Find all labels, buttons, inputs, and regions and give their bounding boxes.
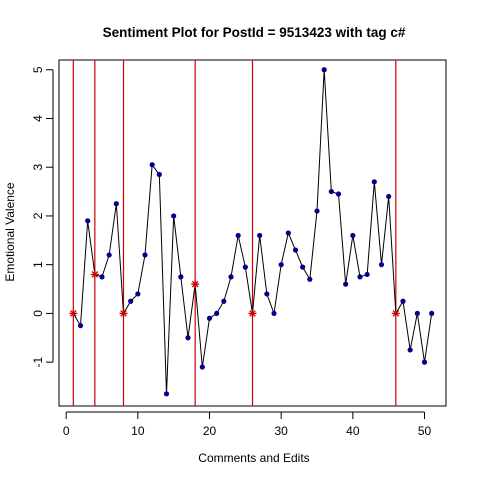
data-point	[335, 191, 342, 197]
data-point	[357, 274, 363, 280]
x-axis-label: Comments and Edits	[198, 451, 309, 465]
edit-marker-stroke	[191, 280, 199, 288]
data-point	[106, 252, 112, 258]
data-point	[292, 247, 299, 253]
data-point	[364, 271, 370, 278]
x-tick-label: 30	[274, 424, 288, 438]
data-point	[421, 359, 428, 365]
x-tick-label: 20	[203, 424, 217, 438]
data-point	[343, 281, 349, 287]
data-point	[300, 264, 306, 270]
data-point	[228, 274, 234, 280]
data-point	[128, 298, 134, 304]
chart-title: Sentiment Plot for PostId = 9513423 with…	[103, 25, 406, 40]
data-point	[85, 218, 91, 224]
y-tick-label: 2	[31, 212, 45, 219]
data-point	[135, 291, 141, 297]
data-point	[206, 315, 213, 321]
data-point	[185, 335, 191, 341]
edit-marker-stroke	[91, 271, 99, 278]
edit-marker	[119, 309, 128, 318]
edit-marker-stroke	[70, 310, 77, 317]
data-point	[400, 298, 406, 304]
data-point	[178, 274, 184, 280]
data-point	[77, 322, 84, 329]
x-tick-label: 10	[131, 424, 145, 438]
data-point	[149, 162, 155, 168]
edit-marker-stroke	[249, 310, 256, 317]
plot-layer: 0 10 20 30 40 50 -1 0 1 2 3 4 5	[31, 59, 447, 438]
edit-marker-stroke	[392, 310, 400, 317]
edit-marker	[191, 280, 200, 289]
edit-marker	[69, 309, 78, 318]
data-point	[214, 310, 220, 317]
data-point	[414, 310, 420, 317]
data-point	[328, 188, 334, 195]
data-point	[242, 264, 248, 270]
x-tick-label: 40	[346, 424, 360, 438]
x-tick-label: 50	[418, 424, 432, 438]
data-point	[378, 262, 385, 268]
data-point	[99, 274, 105, 280]
data-point	[257, 232, 263, 239]
data-point	[278, 262, 284, 268]
data-point	[264, 291, 270, 297]
data-point	[371, 179, 377, 185]
data-point	[407, 347, 413, 353]
data-point	[350, 232, 356, 239]
data-point	[307, 276, 313, 282]
data-point	[156, 171, 162, 178]
y-tick-label: 1	[31, 261, 45, 268]
y-axis-label: Emotional Valence	[3, 182, 17, 281]
y-tick-label: 0	[31, 310, 45, 317]
y-tick-label: 5	[31, 66, 45, 73]
edit-marker	[90, 270, 99, 279]
edit-marker	[248, 309, 257, 318]
data-point	[113, 201, 119, 207]
data-point	[221, 298, 227, 304]
data-point	[142, 252, 148, 258]
data-point	[321, 67, 327, 73]
edit-marker	[391, 309, 400, 318]
y-tick-label: 4	[31, 115, 45, 122]
data-point	[429, 310, 435, 317]
data-point	[171, 213, 177, 219]
data-point	[386, 193, 392, 200]
y-tick-label: 3	[31, 164, 45, 171]
data-point	[199, 364, 205, 370]
edit-marker-stroke	[120, 310, 127, 317]
data-point	[271, 310, 277, 317]
data-point	[285, 230, 291, 236]
y-tick-label: -1	[31, 356, 45, 367]
data-point	[235, 232, 241, 239]
x-tick-label: 0	[63, 424, 70, 438]
data-point	[314, 208, 320, 214]
data-point	[163, 391, 170, 397]
